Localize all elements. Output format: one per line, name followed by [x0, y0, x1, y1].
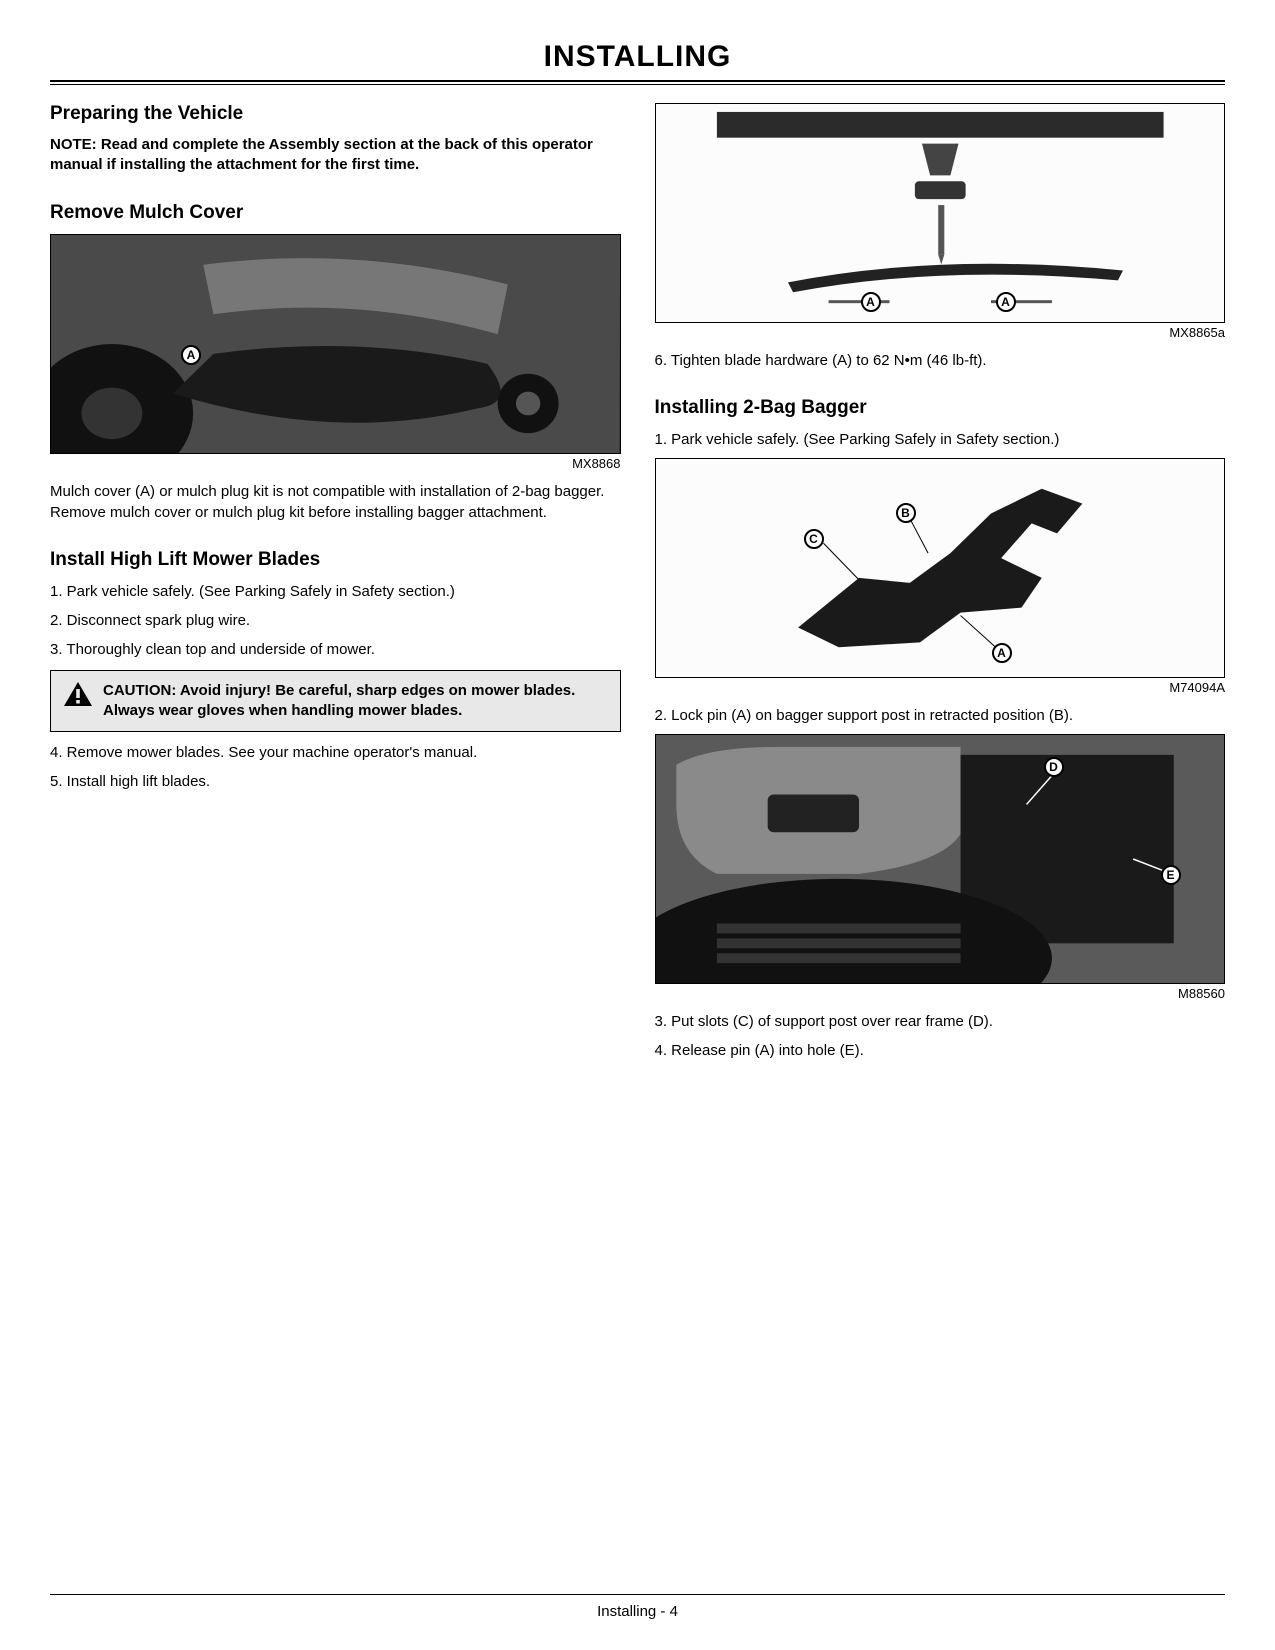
step-clean-mower: 3. Thoroughly clean top and underside of… [50, 639, 621, 660]
heading-preparing-vehicle: Preparing the Vehicle [50, 103, 621, 125]
callout-e: E [1161, 865, 1181, 885]
figure-mulch-cover: A [50, 234, 621, 454]
title-rule [50, 80, 1225, 85]
callout-a1: A [861, 292, 881, 312]
note-assembly: NOTE: Read and complete the Assembly sec… [50, 135, 621, 176]
figure-caption-m74094a: M74094A [655, 680, 1226, 695]
right-column: A A MX8865a 6. Tighten blade hardware (A… [655, 103, 1226, 1069]
step-tighten-blade: 6. Tighten blade hardware (A) to 62 N•m … [655, 350, 1226, 371]
callout-a2: A [996, 292, 1016, 312]
figure-caption-mx8865a: MX8865a [655, 325, 1226, 340]
callout-d: D [1044, 757, 1064, 777]
heading-install-high-lift-blades: Install High Lift Mower Blades [50, 549, 621, 571]
figure-rear-frame: D E [655, 734, 1226, 984]
figure-caption-mx8868: MX8868 [50, 456, 621, 471]
caution-text: CAUTION: Avoid injury! Be careful, sharp… [103, 681, 608, 722]
left-column: Preparing the Vehicle NOTE: Read and com… [50, 103, 621, 1069]
callout-b: B [896, 503, 916, 523]
figure-caption-m88560: M88560 [655, 986, 1226, 1001]
step-lock-pin: 2. Lock pin (A) on bagger support post i… [655, 705, 1226, 726]
caution-box: CAUTION: Avoid injury! Be careful, sharp… [50, 670, 621, 733]
callout-a: A [181, 345, 201, 365]
two-column-layout: Preparing the Vehicle NOTE: Read and com… [50, 103, 1225, 1069]
heading-remove-mulch-cover: Remove Mulch Cover [50, 202, 621, 224]
step-put-slots: 3. Put slots (C) of support post over re… [655, 1011, 1226, 1032]
callout-a3: A [992, 643, 1012, 663]
figure-blade-hardware: A A [655, 103, 1226, 323]
step-disconnect-spark: 2. Disconnect spark plug wire. [50, 610, 621, 631]
heading-installing-2bag: Installing 2-Bag Bagger [655, 397, 1226, 419]
warning-icon [63, 681, 93, 707]
step-install-high-lift: 5. Install high lift blades. [50, 771, 621, 792]
step-release-pin: 4. Release pin (A) into hole (E). [655, 1040, 1226, 1061]
step-park-safely: 1. Park vehicle safely. (See Parking Saf… [50, 581, 621, 602]
callout-c: C [804, 529, 824, 549]
page-title: INSTALLING [50, 40, 1225, 74]
step-park-safely-2: 1. Park vehicle safely. (See Parking Saf… [655, 429, 1226, 450]
footer-text: Installing - 4 [0, 1603, 1275, 1620]
step-remove-blades: 4. Remove mower blades. See your machine… [50, 742, 621, 763]
text-mulch-cover: Mulch cover (A) or mulch plug kit is not… [50, 481, 621, 523]
footer-rule [50, 1594, 1225, 1595]
figure-bagger-support: B C A [655, 458, 1226, 678]
